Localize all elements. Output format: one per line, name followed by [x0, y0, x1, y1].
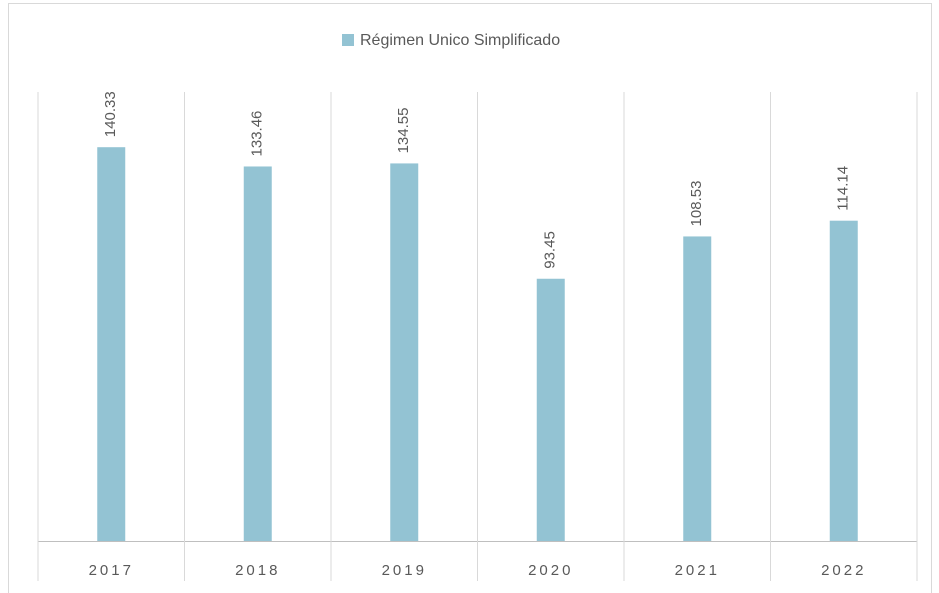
value-label: 133.46: [249, 111, 266, 157]
value-label: 93.45: [542, 231, 559, 269]
bar: [243, 166, 272, 541]
x-tick-label: 2019: [382, 562, 427, 579]
x-tick-label: 2022: [821, 562, 866, 579]
value-label: 140.33: [102, 91, 119, 137]
x-tick-label: 2020: [528, 562, 573, 579]
value-label: 108.53: [688, 181, 705, 227]
bar: [390, 163, 419, 541]
chart-frame: [8, 3, 932, 593]
value-label: 134.55: [395, 108, 412, 154]
x-tick-label: 2017: [89, 562, 134, 579]
legend-label: Régimen Unico Simplificado: [360, 32, 560, 49]
x-tick-label: 2021: [675, 562, 720, 579]
bar: [536, 278, 565, 541]
bar: [829, 220, 858, 541]
value-label: 114.14: [835, 166, 852, 211]
legend-swatch: [342, 34, 354, 46]
bar: [97, 147, 126, 541]
bar: [683, 236, 712, 541]
x-tick-label: 2018: [235, 562, 280, 579]
